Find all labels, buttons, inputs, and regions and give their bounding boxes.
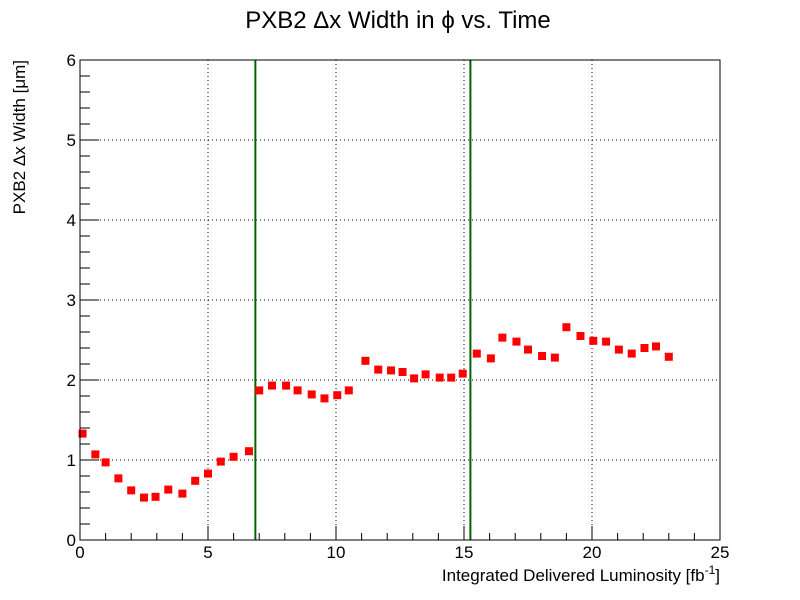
- x-tick-label: 5: [203, 543, 212, 562]
- y-tick-label: 3: [67, 291, 76, 310]
- data-point: [244, 447, 253, 456]
- chart-title: PXB2 Δx Width in ϕ vs. Time: [245, 7, 551, 34]
- x-axis-label-main: Integrated Delivered Luminosity [fb: [442, 566, 705, 585]
- data-point: [268, 381, 276, 390]
- data-point: [333, 391, 342, 400]
- y-tick-label: 1: [67, 451, 76, 470]
- axis-ticks: [79, 59, 721, 541]
- data-point: [204, 469, 212, 478]
- data-point: [602, 337, 611, 346]
- data-point: [627, 349, 636, 358]
- data-point: [307, 390, 316, 399]
- data-point: [78, 429, 87, 438]
- data-point: [614, 345, 623, 354]
- data-point: [538, 352, 547, 360]
- data-point: [435, 373, 444, 382]
- data-point: [361, 356, 370, 365]
- data-point: [664, 352, 673, 361]
- data-point: [178, 489, 187, 498]
- data-point: [282, 381, 291, 390]
- data-point: [458, 369, 467, 378]
- y-tick-labels: 0 1 2 3 4 5 6: [67, 51, 76, 550]
- data-point: [191, 476, 200, 485]
- x-axis-label: Integrated Delivered Luminosity [fb-1]: [442, 563, 720, 585]
- data-point: [640, 344, 649, 352]
- data-point: [398, 368, 407, 376]
- data-point: [562, 323, 571, 332]
- data-point: [472, 349, 481, 358]
- x-axis-label-superscript: -1: [705, 563, 716, 577]
- grid: [80, 60, 720, 540]
- x-axis-label-tail: ]: [715, 566, 720, 585]
- data-point: [421, 370, 430, 379]
- x-tick-label: 25: [711, 543, 730, 562]
- y-axis-label: PXB2 Δx Width [μm]: [10, 60, 29, 214]
- y-tick-label: 6: [67, 51, 76, 70]
- y-tick-label: 0: [67, 531, 76, 550]
- data-point: [410, 374, 419, 383]
- data-point: [550, 353, 559, 362]
- data-point: [127, 486, 136, 495]
- y-tick-label: 4: [67, 211, 76, 230]
- data-point: [140, 493, 148, 502]
- data-point: [374, 365, 383, 374]
- data-point: [344, 386, 353, 395]
- data-point: [576, 332, 585, 340]
- data-point: [255, 386, 264, 395]
- data-point: [652, 342, 660, 351]
- data-point: [216, 457, 225, 466]
- data-point: [114, 474, 123, 483]
- x-tick-label: 20: [583, 543, 602, 562]
- data-point: [486, 354, 495, 363]
- data-point: [293, 386, 302, 395]
- data-point: [512, 337, 521, 346]
- data-point: [387, 366, 396, 375]
- y-tick-label: 5: [67, 131, 76, 150]
- data-point: [447, 373, 456, 382]
- run-boundary-lines: [254, 60, 472, 540]
- x-tick-labels: 0 5 10 15 20 25: [75, 543, 729, 562]
- data-point: [498, 333, 507, 342]
- x-tick-label: 15: [455, 543, 474, 562]
- data-point: [151, 492, 160, 501]
- x-tick-label: 10: [327, 543, 346, 562]
- data-point: [524, 345, 532, 354]
- data-points: [78, 323, 673, 502]
- x-tick-label: 0: [75, 543, 84, 562]
- data-point: [320, 394, 329, 403]
- data-point: [91, 450, 100, 459]
- data-point: [229, 452, 238, 461]
- data-point: [164, 485, 173, 494]
- y-tick-label: 2: [67, 371, 76, 390]
- data-point: [589, 336, 598, 345]
- data-point: [101, 458, 110, 467]
